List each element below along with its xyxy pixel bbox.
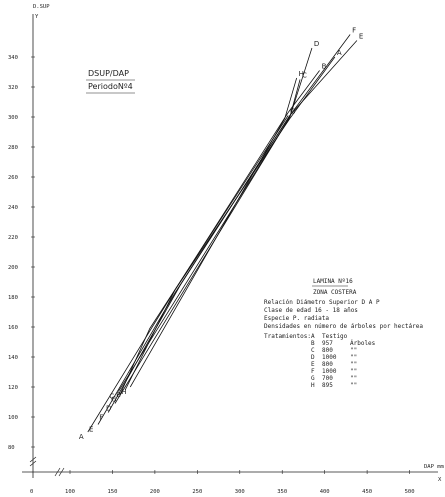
treatment-cell: "" xyxy=(350,368,357,375)
treatment-cell: F xyxy=(311,368,315,375)
treatment-cell: 700 xyxy=(322,375,333,382)
treatment-cell: "" xyxy=(350,382,357,389)
treatment-cell: C xyxy=(311,347,315,354)
treatment-cell: 957 xyxy=(322,340,333,347)
series-label: A xyxy=(79,433,84,441)
series-label: G xyxy=(111,396,116,404)
y-tick-label: 200 xyxy=(8,265,18,271)
y-tick-label: 280 xyxy=(8,145,18,151)
treatment-cell: "" xyxy=(350,375,357,382)
axis-break xyxy=(54,467,61,477)
note-line: Especie P. radiata xyxy=(264,315,329,322)
x-tick-label: 150 xyxy=(107,489,117,495)
x-tick-label: 250 xyxy=(192,489,202,495)
series-label: E xyxy=(359,33,363,41)
x-tick-label: 100 xyxy=(65,489,75,495)
treatments-label: Tratamientos: xyxy=(264,333,311,340)
y-tick-label: 260 xyxy=(8,175,18,181)
x-tick-label: 400 xyxy=(320,489,330,495)
y-tick-label: 340 xyxy=(8,55,18,61)
series-line xyxy=(119,115,289,395)
treatment-cell: "" xyxy=(350,361,357,368)
x-axis-label: DAP mm xyxy=(424,464,445,470)
treatment-cell: "" xyxy=(350,354,357,361)
treatment-cell: Árboles xyxy=(350,340,376,347)
y-tick-label: 80 xyxy=(8,445,15,451)
note-line: Relación Diámetro Superior D A P xyxy=(264,299,380,306)
chart-title: DSUP/DAP xyxy=(88,69,129,78)
origin-label: 0 xyxy=(30,489,33,495)
y-tick-label: 240 xyxy=(8,205,18,211)
series-label: C xyxy=(109,393,114,401)
treatment-cell: Testigo xyxy=(322,333,348,340)
x-tick-label: 500 xyxy=(405,489,415,495)
series-label: D xyxy=(106,405,111,413)
series-line xyxy=(118,79,301,392)
series-label: H xyxy=(121,388,126,396)
series-label: F xyxy=(352,27,356,35)
series-label: G xyxy=(290,108,295,116)
y-tick-label: 120 xyxy=(8,385,18,391)
note-line: Densidades en número de árboles por hect… xyxy=(264,323,423,330)
treatment-cell: E xyxy=(311,361,315,368)
y-tick-label: 180 xyxy=(8,295,18,301)
treatment-cell: 1000 xyxy=(322,368,337,375)
treatment-cell: 895 xyxy=(322,382,333,389)
x-tick-label: 200 xyxy=(150,489,160,495)
y-axis-letter: Y xyxy=(35,14,39,20)
series-label: H xyxy=(299,70,304,78)
y-tick-label: 300 xyxy=(8,115,18,121)
series-line xyxy=(87,56,336,433)
x-tick-label: 450 xyxy=(362,489,372,495)
axis-break xyxy=(29,456,37,463)
y-tick-label: 160 xyxy=(8,325,18,331)
series-label: C xyxy=(302,72,307,80)
treatment-cell: 800 xyxy=(322,347,333,354)
series-label: E xyxy=(89,426,93,434)
axis-break xyxy=(29,460,37,467)
series-label: A xyxy=(337,49,342,57)
treatment-cell: 800 xyxy=(322,361,333,368)
treatment-cell: H xyxy=(311,382,315,389)
treatment-cell: G xyxy=(311,375,315,382)
zone: ZONA COSTERA xyxy=(313,289,357,296)
x-tick-label: 300 xyxy=(235,489,245,495)
chart-subtitle: PeriodoNº4 xyxy=(88,82,133,91)
series-label: D xyxy=(314,40,319,48)
y-axis-label: D.SUP xyxy=(33,4,50,10)
series-label: B xyxy=(322,63,327,71)
lamina: LAMINA Nº16 xyxy=(313,278,353,285)
treatment-cell: B xyxy=(311,340,315,347)
series-label: B xyxy=(116,391,121,399)
series-line xyxy=(107,34,351,413)
y-tick-label: 220 xyxy=(8,235,18,241)
axis-break xyxy=(58,467,65,477)
x-tick-label: 350 xyxy=(277,489,287,495)
treatment-cell: D xyxy=(311,354,315,361)
note-line: Clase de edad 16 - 18 años xyxy=(264,307,358,314)
series-line xyxy=(124,70,320,391)
y-tick-label: 320 xyxy=(8,85,18,91)
y-tick-label: 140 xyxy=(8,355,18,361)
treatment-cell: 1000 xyxy=(322,354,337,361)
treatment-cell: A xyxy=(311,333,315,340)
series-label: F xyxy=(99,414,103,422)
treatment-cell: "" xyxy=(350,347,357,354)
x-axis-letter: X xyxy=(438,477,442,483)
y-tick-label: 100 xyxy=(8,415,18,421)
